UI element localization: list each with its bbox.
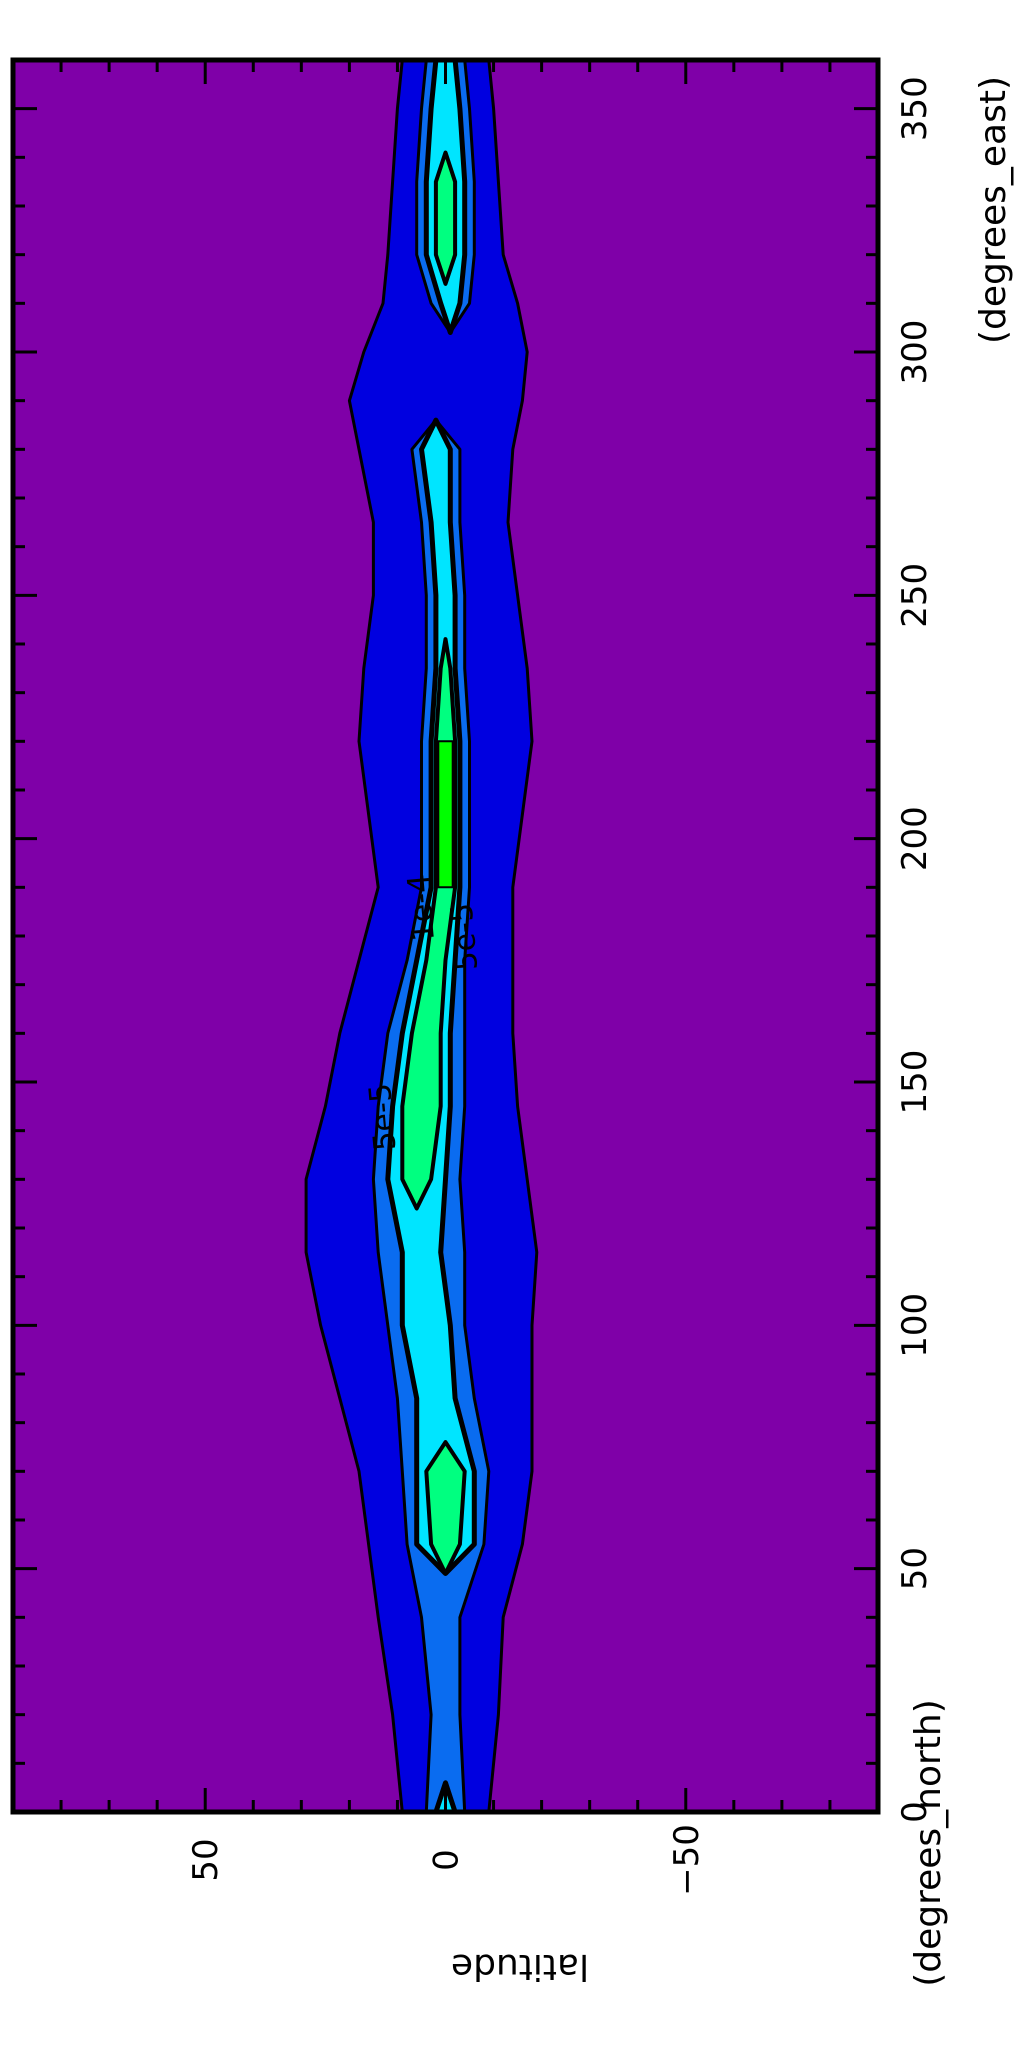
contour-band-peak (437, 740, 454, 889)
y-axis-units: (degrees_east) (973, 76, 1014, 344)
contour-band-high-line-0 (424, 1440, 467, 1576)
lon-tick-label: 300 (895, 320, 935, 385)
contour-band-mid-line-1 (385, 417, 477, 1576)
axis-ticks (13, 60, 878, 1812)
lon-tick-label: 50 (895, 1547, 935, 1590)
axis-titles: latitude (degrees_north) (degrees_east) (451, 76, 1014, 1987)
contour-label: 1e-4 (401, 872, 442, 942)
contour-band-high-line-1 (400, 637, 458, 1211)
lat-tick-label: 0 (427, 1849, 467, 1871)
contour-label: 5e-5 (363, 1082, 404, 1152)
lon-tick-label: 100 (895, 1293, 935, 1358)
lon-tick-label: 200 (895, 806, 935, 871)
contour-labels: 5e-51e-4 5e-5 (363, 872, 485, 1152)
contour-band-low-line-0 (304, 60, 539, 1812)
contour-band-mid-line-2 (423, 60, 468, 335)
contour-band-mid-line-0 (433, 1780, 458, 1812)
contour-band-mid-low-line-1 (415, 60, 476, 334)
lon-tick-label: 250 (895, 563, 935, 628)
contour-band-mid-low-line-0 (371, 418, 491, 1812)
lat-tick-label: 50 (186, 1838, 226, 1881)
lat-tick-label: −50 (667, 1824, 707, 1896)
lon-tick-label: 0 (895, 1801, 935, 1823)
x-axis-units: (degrees_north) (908, 1699, 949, 1987)
contour-band-high-0 (426, 1442, 465, 1574)
x-axis-title: latitude (451, 1946, 589, 1987)
contour-lines (304, 60, 539, 1812)
contour-band-high-2 (435, 152, 456, 284)
contour-band-high-line-2 (433, 150, 458, 286)
lon-tick-label: 350 (895, 76, 935, 141)
lon-tick-label: 150 (895, 1050, 935, 1115)
tick-labels: 50 0 −50 0 50 100 150 200 250 300 350 (186, 76, 935, 1896)
contour-label: 5e-5 (444, 902, 485, 972)
